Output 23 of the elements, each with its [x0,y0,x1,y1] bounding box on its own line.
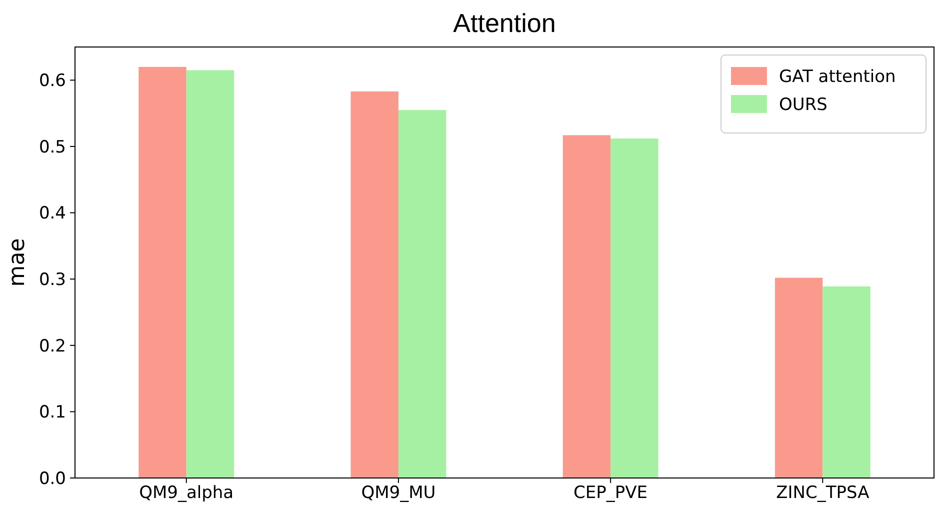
y-tick-label: 0.6 [38,71,66,92]
y-tick-label: 0.1 [38,402,66,423]
y-axis-title: mae [5,238,30,287]
x-tick-label: QM9_alpha [139,483,234,503]
chart-title: Attention [453,8,556,38]
bar [562,135,611,478]
bar [610,138,658,478]
bar [138,66,186,478]
y-tick-label: 0.4 [38,204,66,224]
y-tick-label: 0.5 [38,137,66,158]
y-tick-label: 0.3 [38,270,66,290]
bar [774,278,823,478]
y-tick-label: 0.0 [38,468,66,489]
x-tick-label: CEP_PVE [574,483,648,503]
x-tick-label: QM9_MU [361,483,436,503]
bar [822,286,870,478]
bar [186,70,234,478]
bar [350,91,398,478]
bar [398,110,446,478]
x-tick-label: ZINC_TPSA [776,483,870,503]
legend-label: OURS [779,94,828,115]
legend-label: GAT attention [779,66,896,87]
y-tick-label: 0.2 [38,336,66,356]
